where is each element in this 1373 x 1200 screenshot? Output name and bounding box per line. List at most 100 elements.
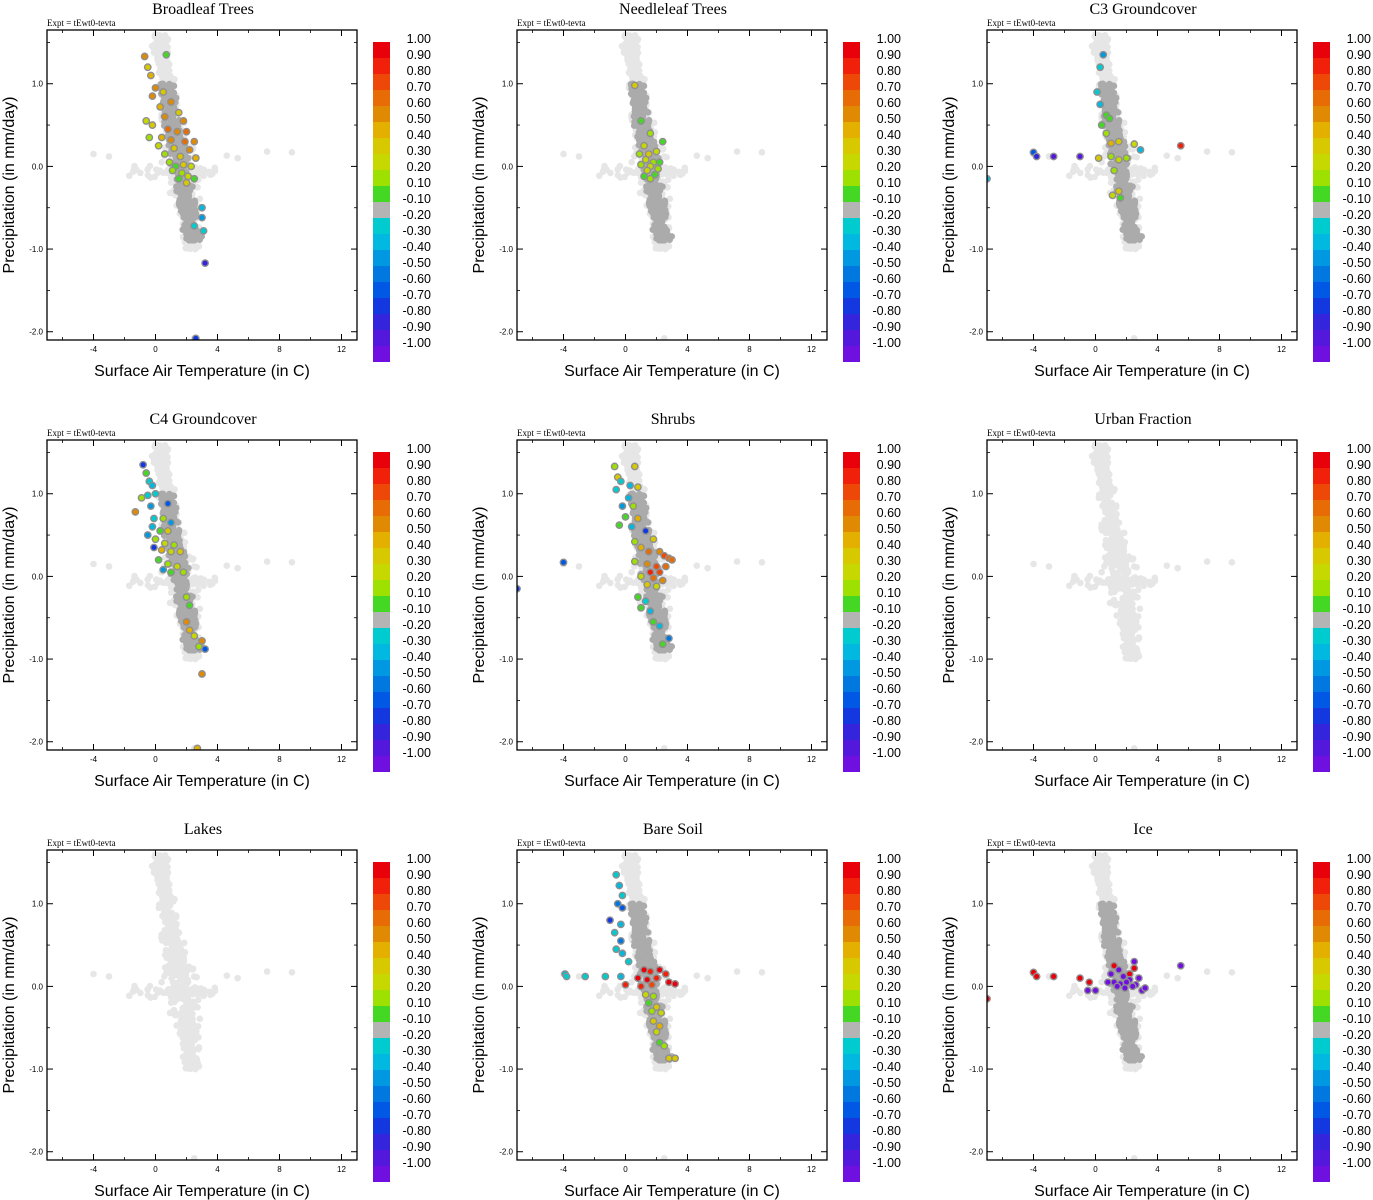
- background-point: [1094, 53, 1101, 60]
- neutral-point: [159, 490, 167, 498]
- data-point: [1110, 166, 1119, 175]
- background-point: [652, 654, 660, 662]
- neutral-point: [1115, 148, 1123, 155]
- colorbar-swatch: [1313, 314, 1330, 330]
- neutral-point: [181, 221, 189, 229]
- neutral-point: [189, 593, 196, 600]
- colorbar-swatch: [1313, 138, 1330, 154]
- neutral-point: [181, 631, 189, 639]
- x-tick-label: 0: [153, 345, 158, 354]
- colorbar-swatch: [843, 250, 860, 266]
- data-point: [168, 166, 177, 175]
- x-axis-label: Surface Air Temperature (in C): [94, 363, 310, 380]
- data-point: [651, 170, 659, 179]
- colorbar-swatch: [1313, 170, 1330, 186]
- plot-frame: [46, 29, 358, 341]
- colorbar-swatch: [373, 74, 390, 90]
- data-point: [1107, 152, 1115, 161]
- data-point: [179, 568, 188, 577]
- y-axis-label: Precipitation (in mm/day): [1, 507, 18, 684]
- colorbar-swatch: [1313, 186, 1330, 202]
- neutral-point: [1112, 107, 1120, 115]
- colorbar-label: -0.40: [403, 240, 432, 254]
- y-tick-label: -1.0: [499, 245, 513, 254]
- neutral-point: [166, 509, 173, 517]
- neutral-point: [1122, 174, 1130, 182]
- neutral-point: [1123, 183, 1130, 191]
- data-point: [1130, 140, 1139, 148]
- outlier-point: [90, 150, 97, 158]
- background-point: [160, 453, 167, 461]
- background-point: [1122, 244, 1130, 252]
- background-point: [192, 242, 199, 249]
- data-point: [184, 172, 192, 181]
- y-tick-label: -2.0: [29, 738, 43, 747]
- x-axis-label: Surface Air Temperature (in C): [94, 773, 310, 790]
- outlier-point: [1203, 148, 1211, 155]
- colorbar-label: -0.20: [1343, 208, 1372, 222]
- background-point: [155, 37, 163, 45]
- data-point: [157, 133, 166, 142]
- neutral-point: [194, 232, 202, 239]
- x-tick-label: -4: [560, 345, 568, 354]
- data-point: [1114, 155, 1123, 164]
- x-tick-label: -4: [90, 755, 98, 764]
- background-point: [158, 68, 166, 76]
- neutral-point: [1108, 132, 1116, 139]
- outlier-point: [704, 154, 711, 162]
- colorbar-swatch: [373, 58, 390, 74]
- data-point: [151, 83, 160, 92]
- background-point: [1100, 57, 1108, 65]
- neutral-point: [164, 106, 172, 113]
- data-point: [145, 133, 154, 142]
- background-point: [182, 244, 190, 252]
- data-point: [1076, 152, 1084, 161]
- x-tick-label: 8: [1217, 345, 1222, 354]
- background-point: [595, 172, 603, 180]
- x-tick-label: 12: [807, 345, 816, 354]
- colorbar-swatch: [843, 154, 860, 170]
- background-point: [158, 158, 165, 166]
- outlier-point: [575, 153, 583, 160]
- x-tick-label: -4: [1030, 345, 1038, 354]
- neutral-point: [176, 182, 183, 190]
- colorbar-label: 0.30: [407, 144, 431, 158]
- neutral-point: [176, 541, 184, 549]
- data-point: [182, 179, 191, 187]
- data-point: [160, 150, 169, 158]
- background-point: [1100, 43, 1107, 51]
- x-tick-label: 12: [1277, 345, 1286, 354]
- expt-annotation: Expt = tEwt0-tevta: [517, 18, 586, 28]
- colorbar-label: -0.60: [873, 272, 902, 286]
- plot-area: [987, 31, 1236, 340]
- colorbar-label: 0.30: [1347, 144, 1371, 158]
- data-point: [176, 152, 185, 161]
- data-point: [1136, 145, 1145, 154]
- colorbar-label: -0.10: [873, 192, 902, 206]
- panel-title: Shrubs: [651, 411, 695, 428]
- neutral-point: [189, 183, 196, 190]
- neutral-point: [191, 206, 199, 214]
- background-point: [207, 171, 214, 179]
- outlier-point: [288, 149, 296, 156]
- background-point: [196, 605, 204, 613]
- y-axis-label: Precipitation (in mm/day): [1, 97, 18, 274]
- background-point: [1101, 32, 1109, 39]
- data-point: [185, 626, 194, 635]
- data-point: [156, 527, 165, 535]
- neutral-point: [1131, 206, 1139, 214]
- background-point: [164, 481, 172, 488]
- data-point: [151, 535, 160, 544]
- colorbar-swatch: [843, 58, 860, 74]
- data-point: [190, 632, 199, 640]
- colorbar-label: -0.70: [873, 288, 902, 302]
- data-point: [198, 670, 206, 678]
- neutral-point: [651, 221, 659, 229]
- data-point: [176, 547, 185, 556]
- colorbar-label: -0.90: [1343, 320, 1372, 334]
- neutral-point: [1124, 211, 1132, 218]
- colorbar-swatch: [1313, 202, 1330, 218]
- data-point: [143, 531, 152, 539]
- outlier-point: [560, 150, 567, 158]
